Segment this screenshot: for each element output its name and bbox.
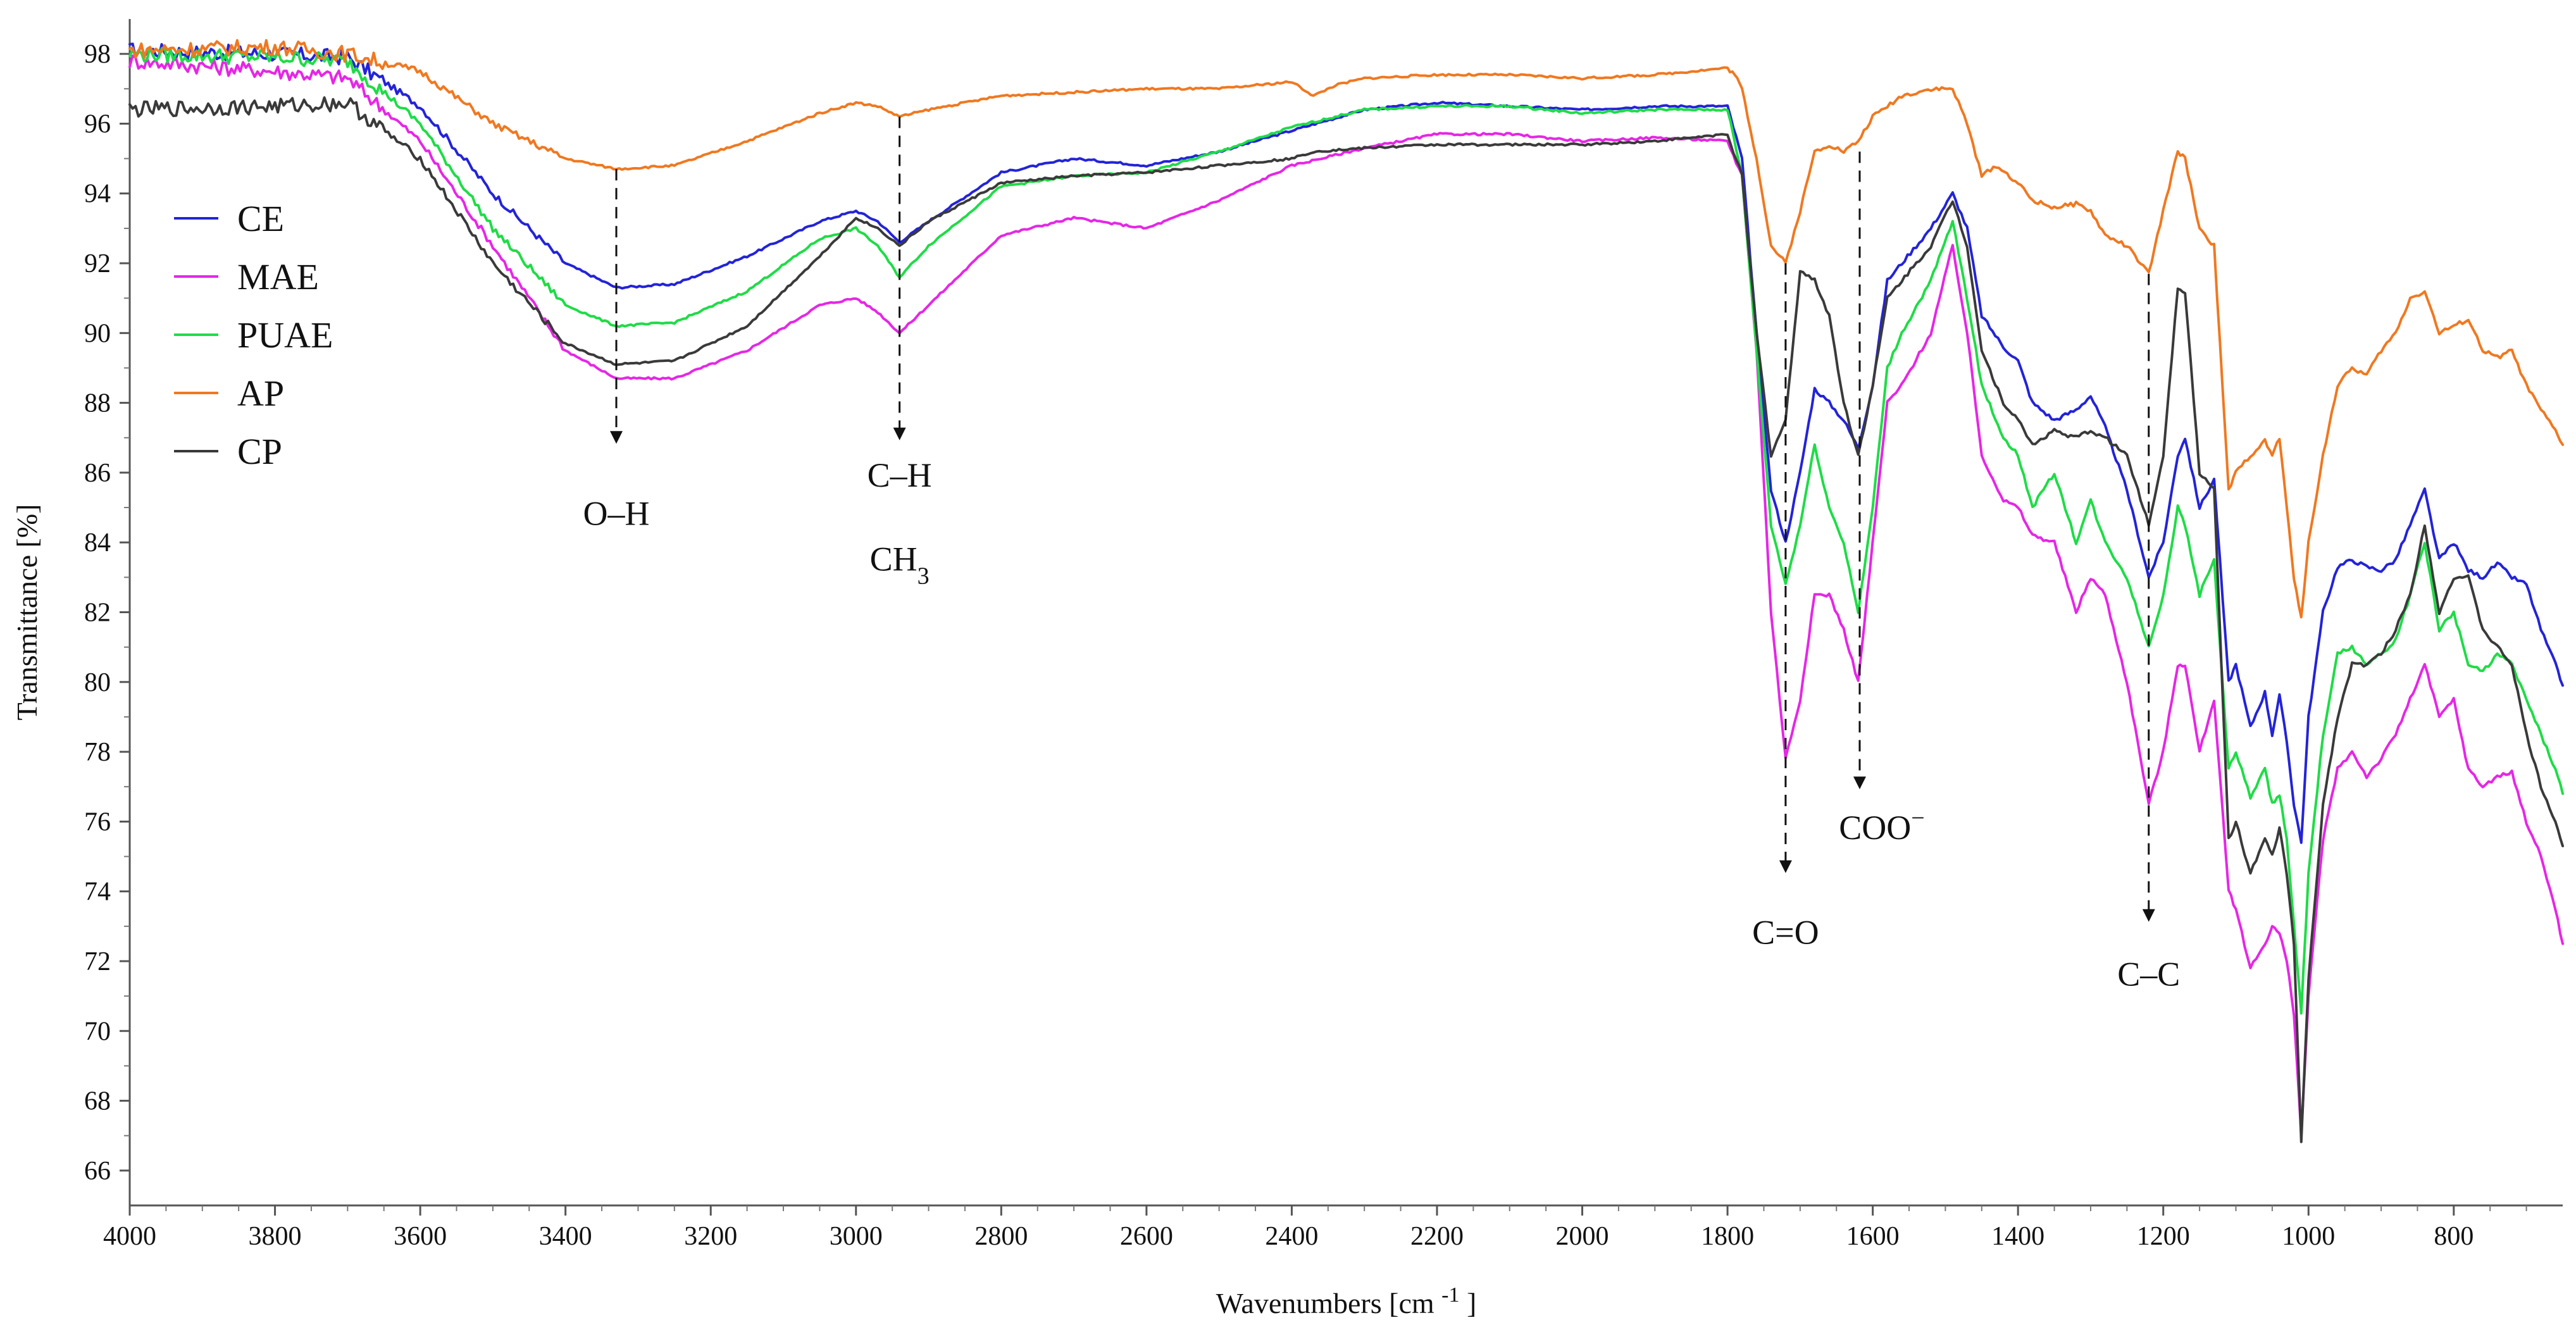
annotation-label: C–C (2117, 955, 2180, 993)
x-tick-label: 3600 (394, 1222, 447, 1251)
legend-label-puae: PUAE (237, 314, 333, 356)
legend-label-mae: MAE (237, 256, 319, 297)
y-tick-label: 92 (84, 249, 111, 278)
y-tick-label: 84 (84, 528, 111, 557)
x-axis-title-superscript: -1 (1441, 1283, 1459, 1307)
y-tick-label: 74 (84, 878, 111, 907)
x-tick-label: 3000 (830, 1222, 883, 1251)
x-tick-label: 3200 (684, 1222, 737, 1251)
y-tick-label: 96 (84, 109, 111, 139)
x-axis-title: Wavenumbers [cm -1 ] (1216, 1283, 1477, 1320)
y-tick-label: 82 (84, 599, 111, 628)
x-tick-label: 1000 (2282, 1222, 2335, 1251)
y-tick-label: 88 (84, 389, 111, 418)
series-line-puae (128, 46, 2564, 1015)
annotation-arrowhead (893, 427, 906, 440)
y-tick-label: 70 (84, 1017, 111, 1046)
y-tick-label: 90 (84, 319, 111, 348)
x-tick-label: 1800 (1701, 1222, 1754, 1251)
annotation-subscript: 3 (918, 563, 930, 589)
annotation-superscript: − (1911, 805, 1924, 831)
y-tick-label: 76 (84, 807, 111, 837)
x-tick-label: 800 (2434, 1222, 2473, 1251)
x-tick-label: 2800 (974, 1222, 1028, 1251)
x-tick-label: 1400 (1991, 1222, 2044, 1251)
series-line-cp (128, 96, 2564, 1143)
y-tick-label: 80 (84, 668, 111, 697)
x-tick-label: 4000 (103, 1222, 156, 1251)
legend-label-ce: CE (237, 198, 284, 239)
y-tick-label: 68 (84, 1087, 111, 1116)
x-tick-label: 2000 (1556, 1222, 1609, 1251)
y-tick-label: 66 (84, 1157, 111, 1186)
x-tick-label: 2200 (1410, 1222, 1464, 1251)
legend-label-cp: CP (237, 431, 282, 472)
series-line-ap (128, 39, 2564, 619)
annotation-label: C=O (1752, 913, 1819, 951)
legend-label-ap: AP (237, 373, 284, 414)
annotation-arrowhead (1779, 860, 1792, 873)
annotation-arrowhead (1853, 776, 1866, 790)
y-tick-label: 94 (84, 180, 111, 209)
y-tick-label: 98 (84, 40, 111, 69)
annotation-label: C–H (868, 456, 932, 494)
x-tick-label: 1600 (1846, 1222, 1900, 1251)
x-tick-label: 1200 (2137, 1222, 2190, 1251)
x-tick-label: 3800 (249, 1222, 302, 1251)
x-tick-label: 3400 (539, 1222, 592, 1251)
y-tick-label: 86 (84, 459, 111, 488)
y-axis-title: Transmittance [%] (11, 504, 43, 721)
annotation-label: COO− (1839, 805, 1924, 847)
series-group (128, 39, 2564, 1143)
y-tick-label: 72 (84, 947, 111, 976)
x-axis-title-close: ] (1460, 1287, 1477, 1319)
y-tick-label: 78 (84, 738, 111, 767)
annotation-label: O–H (583, 495, 650, 533)
axis-titles-group: Wavenumbers [cm -1 ] Transmittance [%] (11, 504, 1476, 1319)
annotation-arrowhead (2142, 909, 2155, 922)
legend-group: CE MAE PUAE AP CP (174, 198, 333, 472)
annotations-group: O–H C–H CH3 C=O COO− C–C (583, 116, 2180, 993)
annotation-label-secondary: CH3 (870, 540, 930, 589)
x-tick-label: 2600 (1120, 1222, 1173, 1251)
x-tick-label: 2400 (1265, 1222, 1318, 1251)
annotation-arrowhead (610, 431, 623, 444)
axes-group: 4000 3800 3600 3400 3200 3000 2800 2600 2400 2200… (84, 19, 2563, 1251)
